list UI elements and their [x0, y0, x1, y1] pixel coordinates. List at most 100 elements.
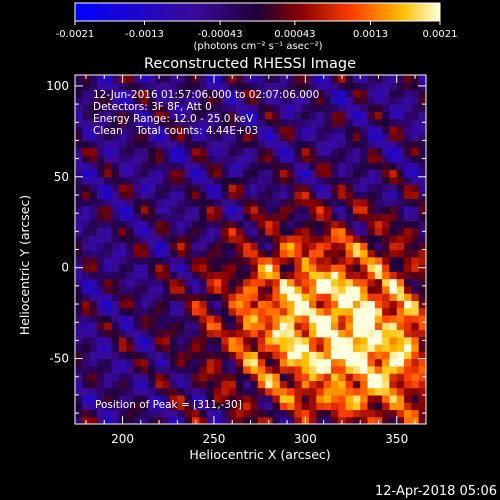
image-pixel [374, 154, 383, 163]
image-pixel [287, 314, 295, 323]
image-pixel [279, 147, 288, 156]
image-pixel [126, 344, 135, 352]
image-pixel [162, 336, 171, 345]
image-pixel [294, 205, 303, 214]
image-pixel [96, 140, 105, 149]
image-pixel [338, 205, 347, 214]
image-pixel [301, 205, 310, 214]
image-pixel [82, 227, 91, 236]
image-pixel [352, 96, 361, 105]
image-pixel [360, 242, 369, 251]
image-pixel [374, 213, 383, 222]
image-pixel [367, 125, 376, 134]
image-pixel [316, 307, 325, 316]
image-pixel [301, 147, 310, 156]
image-pixel [396, 365, 405, 374]
image-pixel [367, 75, 376, 83]
image-pixel [199, 140, 208, 149]
image-pixel [118, 314, 127, 323]
image-pixel [162, 184, 171, 192]
image-pixel [199, 285, 208, 294]
image-pixel [396, 125, 405, 134]
image-pixel [367, 162, 376, 171]
image-pixel [162, 242, 171, 251]
image-pixel [96, 336, 105, 345]
image-pixel [89, 234, 98, 243]
image-pixel [404, 205, 412, 214]
image-pixel [199, 314, 208, 323]
image-pixel [213, 75, 222, 83]
image-pixel [206, 314, 215, 323]
image-pixel [272, 104, 281, 112]
image-pixel [199, 322, 208, 331]
image-pixel [192, 409, 200, 418]
image-pixel [360, 147, 369, 156]
image-pixel [272, 169, 281, 178]
image-pixel [374, 394, 383, 403]
image-pixel [126, 111, 135, 120]
image-pixel [309, 111, 317, 120]
image-pixel [162, 125, 171, 134]
image-pixel [148, 387, 157, 396]
image-pixel [177, 300, 186, 309]
image-pixel [345, 249, 354, 258]
image-pixel [389, 329, 398, 338]
image-pixel [235, 380, 244, 389]
image-pixel [345, 365, 354, 374]
image-pixel [96, 344, 105, 352]
image-pixel [96, 147, 105, 156]
image-pixel [75, 416, 83, 424]
image-pixel [257, 271, 266, 280]
image-pixel [265, 82, 274, 91]
image-pixel [111, 314, 120, 323]
image-pixel [111, 104, 120, 112]
image-pixel [257, 307, 266, 316]
image-pixel [221, 293, 230, 301]
image-pixel [235, 373, 244, 381]
image-pixel [345, 89, 354, 98]
image-pixel [89, 104, 98, 112]
image-pixel [118, 154, 127, 163]
image-pixel [287, 213, 295, 222]
image-pixel [367, 322, 376, 331]
image-pixel [352, 191, 361, 200]
image-pixel [243, 96, 252, 105]
image-pixel [228, 213, 237, 222]
image-pixel [235, 191, 244, 200]
image-pixel [382, 373, 391, 381]
image-pixel [82, 380, 91, 389]
image-pixel [126, 118, 135, 127]
image-pixel [133, 264, 142, 272]
image-pixel [184, 380, 193, 389]
image-pixel [126, 184, 135, 192]
image-pixel [418, 329, 426, 338]
image-pixel [367, 380, 376, 389]
image-pixel [257, 213, 266, 222]
image-pixel [389, 285, 398, 294]
image-pixel [192, 285, 200, 294]
image-pixel [133, 271, 142, 280]
image-pixel [199, 300, 208, 309]
image-pixel [418, 125, 426, 134]
image-pixel [155, 409, 164, 418]
image-pixel [235, 125, 244, 134]
image-pixel [148, 351, 157, 360]
image-pixel [126, 147, 135, 156]
image-pixel [345, 416, 354, 424]
image-pixel [221, 147, 230, 156]
image-pixel [301, 256, 310, 265]
image-pixel [96, 154, 105, 163]
image-pixel [111, 416, 120, 424]
image-pixel [301, 234, 310, 243]
image-pixel [118, 89, 127, 98]
image-pixel [148, 336, 157, 345]
image-pixel [96, 191, 105, 200]
image-pixel [316, 227, 325, 236]
image-pixel [126, 322, 135, 331]
image-pixel [330, 307, 339, 316]
image-pixel [235, 104, 244, 112]
image-pixel [162, 111, 171, 120]
image-pixel [235, 264, 244, 272]
image-pixel [309, 409, 317, 418]
image-pixel [243, 227, 252, 236]
